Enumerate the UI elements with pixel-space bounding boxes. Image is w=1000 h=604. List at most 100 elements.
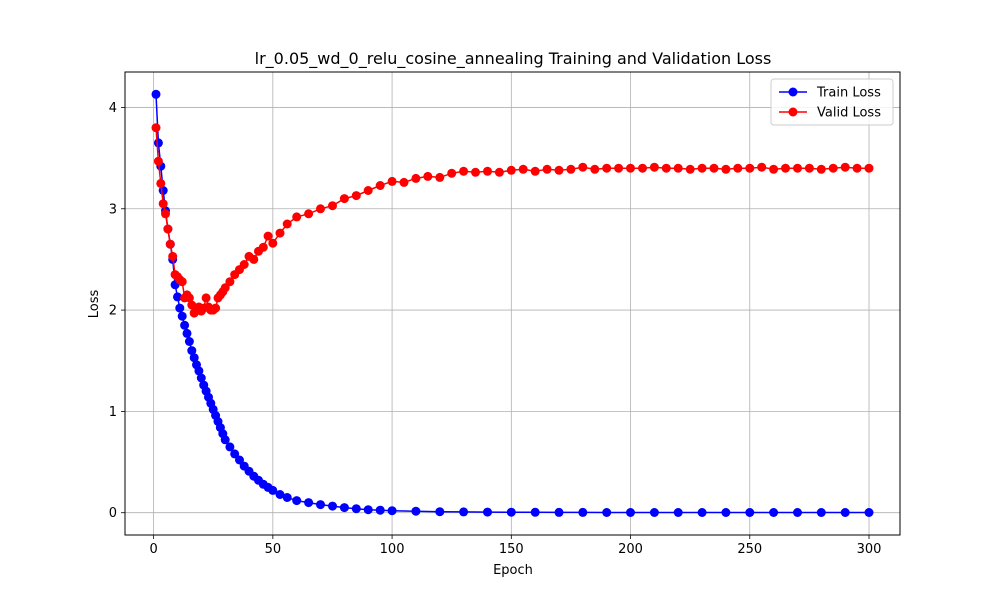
x-tick-label: 200 <box>618 542 643 557</box>
data-point <box>530 507 540 517</box>
data-point <box>187 346 197 356</box>
data-point <box>304 498 314 508</box>
data-point <box>351 191 361 201</box>
data-point <box>168 251 178 261</box>
data-point <box>292 496 302 506</box>
data-point <box>292 212 302 222</box>
data-point <box>411 506 421 516</box>
data-point <box>649 508 659 517</box>
legend-marker <box>788 87 798 97</box>
data-point <box>459 166 469 176</box>
data-point <box>375 181 385 190</box>
data-point <box>249 254 259 264</box>
data-point <box>661 163 671 173</box>
data-point <box>180 320 190 330</box>
y-tick-label: 3 <box>109 202 117 217</box>
data-point <box>239 260 249 269</box>
data-point <box>230 449 240 459</box>
data-point <box>220 435 230 445</box>
data-point <box>411 173 421 183</box>
data-point <box>840 162 850 172</box>
data-point <box>173 292 182 302</box>
data-point <box>235 455 244 465</box>
data-point <box>864 163 874 173</box>
legend-marker <box>788 107 798 117</box>
data-point <box>626 508 635 517</box>
data-point <box>530 166 540 176</box>
data-point <box>339 503 349 513</box>
data-point <box>363 186 373 195</box>
data-point <box>263 231 273 241</box>
data-point <box>757 162 767 172</box>
data-point <box>177 277 187 287</box>
data-point <box>542 164 552 174</box>
data-point <box>304 209 314 219</box>
data-point <box>697 163 707 173</box>
data-point <box>864 508 874 517</box>
data-point <box>184 293 194 303</box>
data-point <box>275 228 285 238</box>
data-point <box>153 156 163 166</box>
grid <box>125 72 900 535</box>
data-point <box>268 485 278 495</box>
data-point <box>189 353 199 363</box>
data-point <box>158 199 168 209</box>
legend: Train Loss Valid Loss <box>770 78 894 126</box>
data-point <box>225 277 235 287</box>
data-point <box>554 507 564 517</box>
y-tick-label: 2 <box>109 304 117 319</box>
data-point <box>351 504 361 514</box>
data-point <box>201 293 211 303</box>
data-point <box>602 163 612 173</box>
chart-title: lr_0.05_wd_0_relu_cosine_annealing Train… <box>255 49 772 69</box>
data-point <box>194 366 204 376</box>
data-point <box>435 172 445 182</box>
data-point <box>649 162 659 172</box>
data-point <box>375 505 385 515</box>
data-point <box>184 337 194 346</box>
data-point <box>182 328 192 338</box>
data-point <box>673 163 683 173</box>
data-point <box>161 209 170 219</box>
data-point <box>793 163 802 173</box>
x-axis-label: Epoch <box>493 563 533 578</box>
data-point <box>387 176 397 186</box>
data-point <box>590 164 600 174</box>
data-point <box>614 163 624 173</box>
data-point <box>483 507 492 517</box>
data-point <box>578 507 588 517</box>
data-point <box>494 167 504 177</box>
data-point <box>151 123 161 133</box>
axis-ticks: 0 50 100 150 200 250 300 0 1 2 3 4 <box>109 101 882 557</box>
data-point <box>177 311 187 321</box>
x-tick-label: 150 <box>499 542 524 557</box>
data-point <box>697 508 707 517</box>
data-point <box>566 164 576 174</box>
data-point <box>816 508 826 517</box>
data-point <box>447 168 457 178</box>
data-point <box>156 178 166 188</box>
data-point <box>165 239 175 249</box>
y-axis-label: Loss <box>87 290 102 319</box>
data-point <box>339 194 349 204</box>
data-point <box>268 238 278 248</box>
x-tick-label: 100 <box>380 542 405 557</box>
data-point <box>685 164 695 174</box>
data-point <box>804 163 814 173</box>
data-point <box>769 164 779 174</box>
data-point <box>175 303 185 313</box>
data-point <box>602 508 612 517</box>
y-tick-label: 4 <box>109 101 117 116</box>
data-point <box>852 163 862 173</box>
x-tick-label: 250 <box>737 542 762 557</box>
data-point <box>275 490 285 499</box>
data-point <box>459 507 469 517</box>
data-point <box>387 506 397 516</box>
data-point <box>435 507 445 517</box>
data-point <box>781 163 790 173</box>
series-group <box>151 89 874 517</box>
plot-frame <box>124 71 901 536</box>
data-point <box>673 508 683 517</box>
